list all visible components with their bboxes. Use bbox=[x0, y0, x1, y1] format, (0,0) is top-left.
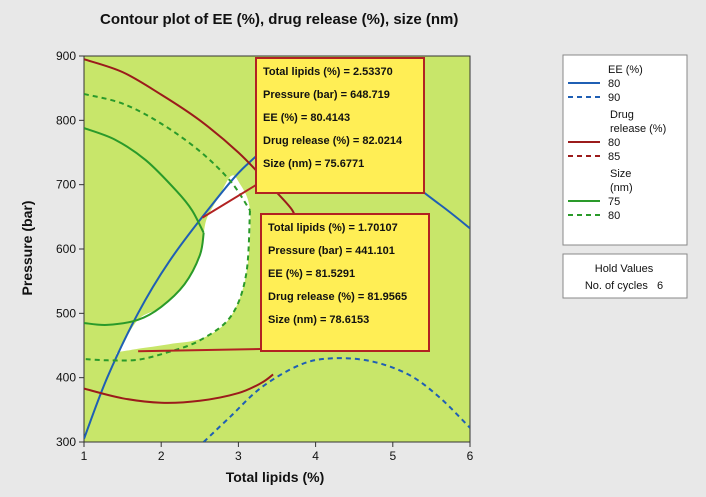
x-axis-title: Total lipids (%) bbox=[226, 469, 325, 485]
contour-line-3 bbox=[84, 58, 296, 224]
annotation-1-line-5: Size (nm) = 75.6771 bbox=[263, 158, 364, 170]
y-tick-label: 600 bbox=[56, 242, 76, 256]
legend-group-title: Drug bbox=[610, 109, 634, 121]
legend-group-title: Size bbox=[610, 168, 631, 180]
y-tick-label: 500 bbox=[56, 306, 76, 320]
contour-line-2 bbox=[203, 357, 470, 442]
feasible-region-layer bbox=[116, 175, 251, 355]
x-tick-label: 3 bbox=[235, 449, 242, 463]
annotation-leader-2 bbox=[138, 348, 262, 353]
hold-values-frame bbox=[562, 253, 688, 299]
legend-group-title: EE (%) bbox=[608, 64, 643, 76]
legend-entry-label: 80 bbox=[608, 78, 620, 90]
x-tick-label: 5 bbox=[389, 449, 396, 463]
annotation-2-line-2: Pressure (bar) = 441.101 bbox=[268, 245, 395, 257]
annotation-1-line-3: EE (%) = 80.4143 bbox=[263, 112, 350, 124]
contour-line-7 bbox=[84, 93, 251, 211]
annotation-1-line-2: Pressure (bar) = 648.719 bbox=[263, 89, 390, 101]
contour-line-6 bbox=[84, 232, 205, 326]
x-tick-label: 2 bbox=[158, 449, 165, 463]
feasible-region bbox=[116, 175, 251, 355]
annotation-1-line-4: Drug release (%) = 82.0214 bbox=[263, 135, 403, 147]
annotation-leader-1 bbox=[201, 184, 257, 219]
annotation-2-line-5: Size (nm) = 78.6153 bbox=[268, 314, 369, 326]
contour-line-8 bbox=[84, 210, 251, 362]
x-tick-label: 1 bbox=[81, 449, 88, 463]
legend-group-title: release (%) bbox=[610, 123, 666, 135]
y-tick-label: 800 bbox=[56, 113, 76, 127]
x-tick-label: 4 bbox=[312, 449, 319, 463]
y-tick-label: 700 bbox=[56, 178, 76, 192]
annotation-2-line-4: Drug release (%) = 81.9565 bbox=[268, 291, 407, 303]
y-tick-label: 400 bbox=[56, 371, 76, 385]
contour-line-5 bbox=[84, 127, 205, 234]
legend-entry-label: 75 bbox=[608, 196, 620, 208]
y-axis-title: Pressure (bar) bbox=[19, 201, 35, 296]
y-tick-label: 300 bbox=[56, 435, 76, 449]
legend-entry-label: 80 bbox=[608, 137, 620, 149]
hold-values-box: Hold Values No. of cycles 6 bbox=[562, 253, 688, 299]
annotation-layer: Total lipids (%) = 2.53370 Pressure (bar)… bbox=[138, 57, 430, 353]
legend-box bbox=[562, 54, 688, 246]
y-tick-label: 900 bbox=[56, 49, 76, 63]
axis-ticks: 1 2 3 4 5 6 300 400 500 600 700 800 900 bbox=[56, 49, 474, 463]
legend: EE (%) 80 90 Drug release (%) 80 85 Size (nm) 75 8… bbox=[562, 54, 688, 246]
chart-title: Contour plot of EE (%), drug release (%)… bbox=[100, 11, 458, 28]
legend-entry-label: 85 bbox=[608, 151, 620, 163]
legend-group-title: (nm) bbox=[610, 182, 633, 194]
annotation-2-line-1: Total lipids (%) = 1.70107 bbox=[268, 222, 398, 234]
x-tick-label: 6 bbox=[467, 449, 474, 463]
annotation-box-1 bbox=[255, 57, 425, 194]
hold-values-title: Hold Values bbox=[595, 263, 654, 275]
hold-values-line: No. of cycles 6 bbox=[585, 280, 663, 292]
annotation-2-line-3: EE (%) = 81.5291 bbox=[268, 268, 355, 280]
legend-entry-label: 90 bbox=[608, 92, 620, 104]
annotation-1-line-1: Total lipids (%) = 2.53370 bbox=[263, 66, 393, 78]
legend-entry-label: 80 bbox=[608, 210, 620, 222]
annotation-box-2 bbox=[260, 213, 430, 352]
contour-line-4 bbox=[84, 373, 274, 404]
